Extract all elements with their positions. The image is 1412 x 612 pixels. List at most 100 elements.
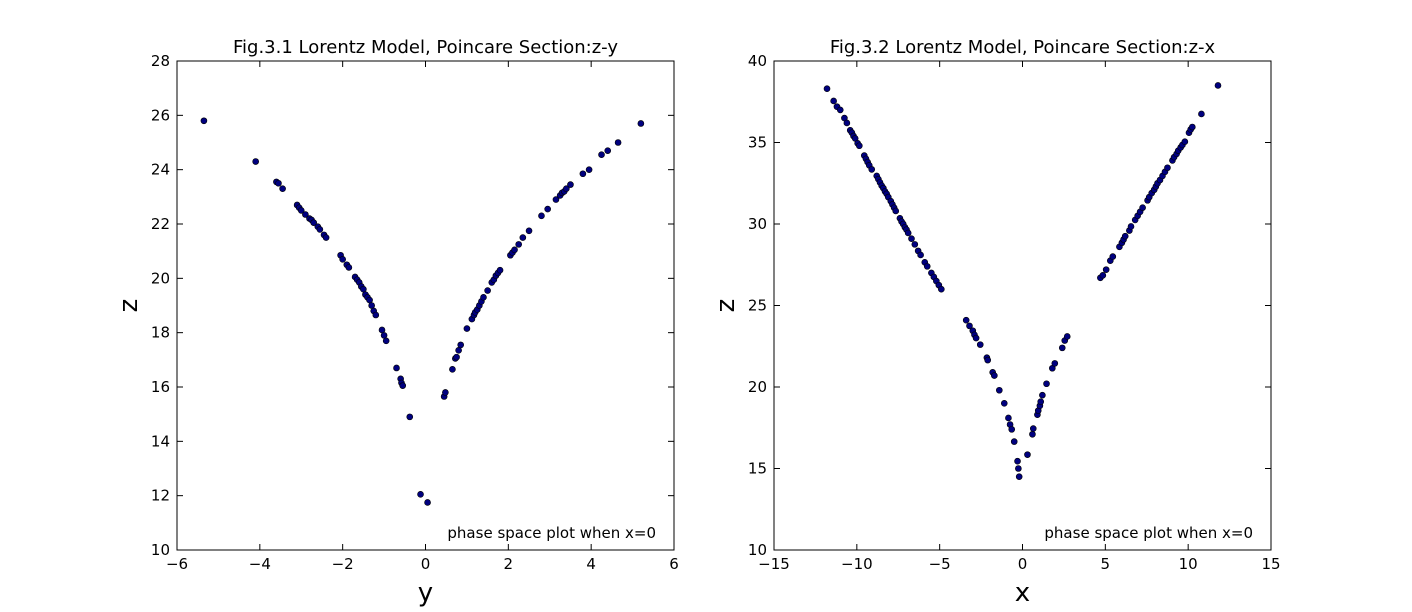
data-point [480,294,487,301]
data-point [302,211,309,218]
data-point [538,212,545,220]
data-point [455,347,462,354]
data-point [1005,414,1012,422]
x-tick-label: −6 [166,555,188,573]
y-tick-label: 12 [151,487,170,505]
data-point [1164,164,1171,172]
data-point [484,287,491,294]
data-point [1181,138,1189,145]
data-point [923,263,931,270]
data-point [830,97,837,105]
x-tick-label: 0 [1018,555,1028,573]
data-point [453,353,460,361]
data-point [372,311,380,319]
data-point [1014,457,1021,465]
chart-title-1: Fig.3.1 Lorentz Model, Poincare Section:… [233,37,618,58]
data-point [1024,451,1031,458]
data-point [1029,425,1037,432]
data-point [1000,399,1008,407]
data-point [972,334,980,342]
y-tick-label: 14 [151,432,170,450]
y-tick-label: 10 [748,541,767,559]
data-point [519,234,527,241]
data-point [917,251,924,259]
data-point [984,356,992,364]
data-point [393,364,400,372]
data-point [637,120,645,127]
subplot-1: Fig.3.1 Lorentz Model, Poincare Section:… [114,37,679,608]
data-point [417,491,424,498]
data-point [1037,398,1045,405]
y-tick-label: 20 [151,269,170,287]
data-point [1121,232,1129,240]
data-point [1015,473,1023,480]
data-point [382,337,390,345]
data-point [360,285,367,293]
data-point [544,205,551,213]
data-point [966,322,973,330]
data-points-2 [823,82,1222,480]
x-tick-label: 6 [669,555,679,573]
y-tick-label: 10 [151,541,170,559]
data-point [996,386,1003,394]
x-tick-label: 5 [1101,555,1111,573]
data-point [843,119,851,127]
data-point [856,142,863,150]
x-tick-label: 10 [1179,555,1198,573]
annotation-1: phase space plot when x=0 [447,524,656,542]
data-point [836,106,844,114]
data-point [1015,465,1022,472]
x-tick-label: −15 [758,555,790,573]
y-tick-label: 18 [151,324,170,342]
data-point [904,229,912,237]
annotation-2: phase space plot when x=0 [1044,524,1253,542]
data-point [976,341,984,348]
data-point [598,151,605,159]
data-point [368,302,375,309]
data-point [449,366,456,373]
data-point [457,341,465,349]
data-points-1 [200,117,645,506]
data-point [823,85,831,93]
x-tick-label: −2 [332,555,354,573]
chart-title-2: Fig.3.2 Lorentz Model, Poincare Section:… [830,37,1216,58]
data-point [892,207,900,215]
data-point [1051,360,1059,367]
data-point [579,170,587,178]
data-point [1102,266,1110,273]
data-point [1214,82,1222,89]
data-point [511,246,518,254]
data-point [1189,123,1196,131]
data-point [991,372,998,379]
x-tick-label: 4 [586,555,596,573]
data-point [200,117,208,125]
data-point [1109,253,1117,260]
x-tick-label: −10 [841,555,873,573]
data-point [868,166,876,173]
y-tick-label: 15 [748,460,767,478]
data-point [1139,204,1146,211]
data-point [1198,110,1205,118]
x-tick-label: 0 [421,555,431,573]
data-point [316,226,324,233]
data-point [345,264,353,271]
data-point [275,179,282,187]
data-point [310,219,317,226]
data-point [1127,223,1135,230]
x-tick-label: 2 [504,555,514,573]
plot-frame-1 [176,60,675,551]
y-tick-label: 24 [151,161,170,179]
data-point [552,196,560,203]
data-point [399,382,407,389]
y-tick-label: 28 [151,52,170,70]
y-tick-label: 30 [748,215,767,233]
data-point [406,413,414,421]
data-point [339,256,346,263]
data-point [563,185,570,192]
data-point [1058,344,1066,352]
data-point [1099,272,1107,279]
y-axis-label-1: z [114,299,144,313]
data-point [1039,391,1046,399]
data-point [614,139,622,146]
plot-frame-2 [773,60,1272,551]
